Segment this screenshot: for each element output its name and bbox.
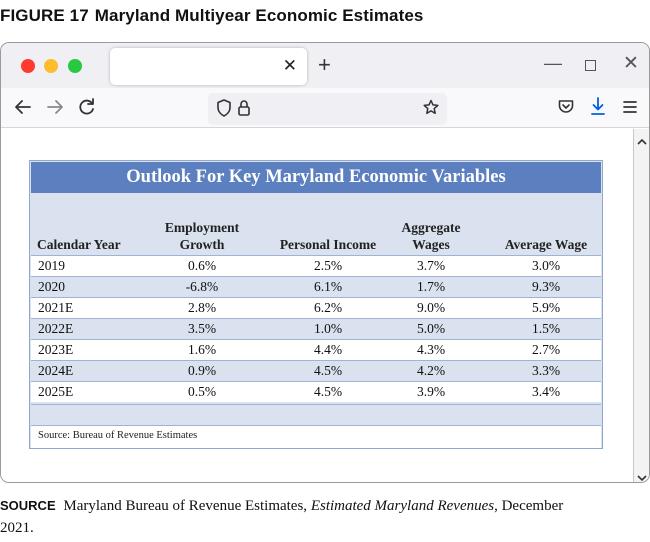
- cell-employment: 2.8%: [187, 300, 217, 315]
- cell-year: 2021E: [38, 300, 74, 315]
- col-header-wages-line2: Wages: [412, 237, 450, 252]
- cell-avg-wage: 3.0%: [531, 258, 561, 273]
- cell-wages: 3.7%: [416, 258, 446, 273]
- economic-outlook-table: Outlook For Key Maryland Economic Variab…: [29, 160, 603, 449]
- cell-employment: 0.5%: [187, 384, 217, 399]
- shield-icon[interactable]: [216, 98, 232, 123]
- table-row: 2022E 3.5% 1.0% 5.0% 1.5%: [31, 318, 601, 339]
- cell-year: 2020: [38, 279, 65, 294]
- cell-year: 2022E: [38, 321, 74, 336]
- cell-wages: 9.0%: [416, 300, 446, 315]
- window-close-dot[interactable]: [21, 59, 35, 73]
- cell-avg-wage: 2.7%: [531, 342, 561, 357]
- reload-icon[interactable]: [77, 96, 97, 123]
- table-spacer-row: [31, 404, 601, 425]
- col-header-year: Calendar Year: [37, 237, 121, 252]
- url-bar[interactable]: [208, 93, 447, 125]
- cell-wages: 3.9%: [416, 384, 446, 399]
- col-header-wages: Aggregate Wages: [386, 219, 476, 253]
- col-header-employment: Employment Growth: [155, 219, 249, 253]
- hamburger-menu-icon[interactable]: [622, 96, 638, 123]
- cell-year: 2023E: [38, 342, 74, 357]
- caption-date: , December 2021.: [0, 498, 564, 536]
- cell-income: 2.5%: [313, 258, 343, 273]
- cell-wages: 1.7%: [416, 279, 446, 294]
- cell-income: 4.5%: [313, 363, 343, 378]
- figure-title: FIGURE 17 Maryland Multiyear Economic Est…: [0, 6, 423, 26]
- browser-window: ✕ + — ✕: [0, 42, 650, 483]
- maximize-icon[interactable]: [585, 60, 596, 71]
- minimize-icon[interactable]: —: [544, 53, 562, 73]
- cell-avg-wage: 3.3%: [531, 363, 561, 378]
- cell-year: 2024E: [38, 363, 74, 378]
- cell-employment: 0.9%: [187, 363, 217, 378]
- arrow-right-icon[interactable]: [45, 96, 65, 123]
- table-row: 2020 -6.8% 6.1% 1.7% 9.3%: [31, 276, 601, 297]
- close-icon[interactable]: ✕: [282, 56, 297, 75]
- cell-avg-wage: 5.9%: [531, 300, 561, 315]
- download-icon[interactable]: [589, 96, 607, 123]
- pocket-icon[interactable]: [557, 96, 575, 123]
- scroll-down-arrow-icon[interactable]: [637, 469, 647, 482]
- cell-income: 1.0%: [313, 321, 343, 336]
- browser-tab[interactable]: ✕: [110, 48, 307, 85]
- figure-title-text: Maryland Multiyear Economic Estimates: [94, 6, 424, 25]
- cell-income: 6.2%: [313, 300, 343, 315]
- star-icon[interactable]: [422, 98, 440, 123]
- col-header-personal-income: Personal Income: [279, 237, 377, 252]
- cell-income: 6.1%: [313, 279, 343, 294]
- table-header: Calendar Year Employment Growth Personal…: [31, 193, 601, 255]
- navigation-toolbar: [1, 88, 649, 128]
- window-zoom-dot[interactable]: [68, 59, 82, 73]
- table-title: Outlook For Key Maryland Economic Variab…: [31, 162, 601, 193]
- figure-number: FIGURE 17: [0, 6, 89, 25]
- cell-wages: 4.2%: [416, 363, 446, 378]
- cell-year: 2025E: [38, 384, 74, 399]
- caption-source-text: Maryland Bureau of Revenue Estimates,: [63, 498, 308, 514]
- col-header-employment-line1: Employment: [164, 220, 240, 235]
- cell-avg-wage: 9.3%: [531, 279, 561, 294]
- caption-publication: Estimated Maryland Revenues: [310, 498, 495, 514]
- table-source-note: Source: Bureau of Revenue Estimates: [31, 425, 601, 448]
- cell-employment: -6.8%: [185, 279, 219, 294]
- tab-bar: ✕ + — ✕: [1, 43, 649, 88]
- cell-wages: 5.0%: [416, 321, 446, 336]
- col-header-average-wage: Average Wage: [504, 237, 588, 252]
- cell-wages: 4.3%: [416, 342, 446, 357]
- cell-avg-wage: 1.5%: [531, 321, 561, 336]
- col-header-wages-line1: Aggregate: [401, 220, 461, 235]
- window-minimize-dot[interactable]: [44, 59, 58, 73]
- page-content: Outlook For Key Maryland Economic Variab…: [1, 129, 633, 482]
- table-row: 2024E 0.9% 4.5% 4.2% 3.3%: [31, 360, 601, 381]
- vertical-scrollbar[interactable]: [633, 129, 649, 482]
- cell-employment: 3.5%: [187, 321, 217, 336]
- figure-caption: SOURCE Maryland Bureau of Revenue Estima…: [0, 495, 600, 539]
- cell-income: 4.4%: [313, 342, 343, 357]
- cell-employment: 1.6%: [187, 342, 217, 357]
- window-close-icon[interactable]: ✕: [623, 53, 639, 74]
- plus-icon[interactable]: +: [318, 52, 331, 77]
- table-row: 2021E 2.8% 6.2% 9.0% 5.9%: [31, 297, 601, 318]
- cell-employment: 0.6%: [187, 258, 217, 273]
- arrow-left-icon[interactable]: [13, 96, 33, 123]
- table-row: 2023E 1.6% 4.4% 4.3% 2.7%: [31, 339, 601, 360]
- cell-year: 2019: [38, 258, 65, 273]
- table-row: 2019 0.6% 2.5% 3.7% 3.0%: [31, 255, 601, 276]
- caption-label: SOURCE: [0, 498, 56, 513]
- cell-income: 4.5%: [313, 384, 343, 399]
- scroll-up-arrow-icon[interactable]: [637, 133, 647, 151]
- cell-avg-wage: 3.4%: [531, 384, 561, 399]
- lock-icon[interactable]: [237, 98, 251, 123]
- col-header-employment-line2: Growth: [179, 237, 225, 252]
- table-row: 2025E 0.5% 4.5% 3.9% 3.4%: [31, 381, 601, 402]
